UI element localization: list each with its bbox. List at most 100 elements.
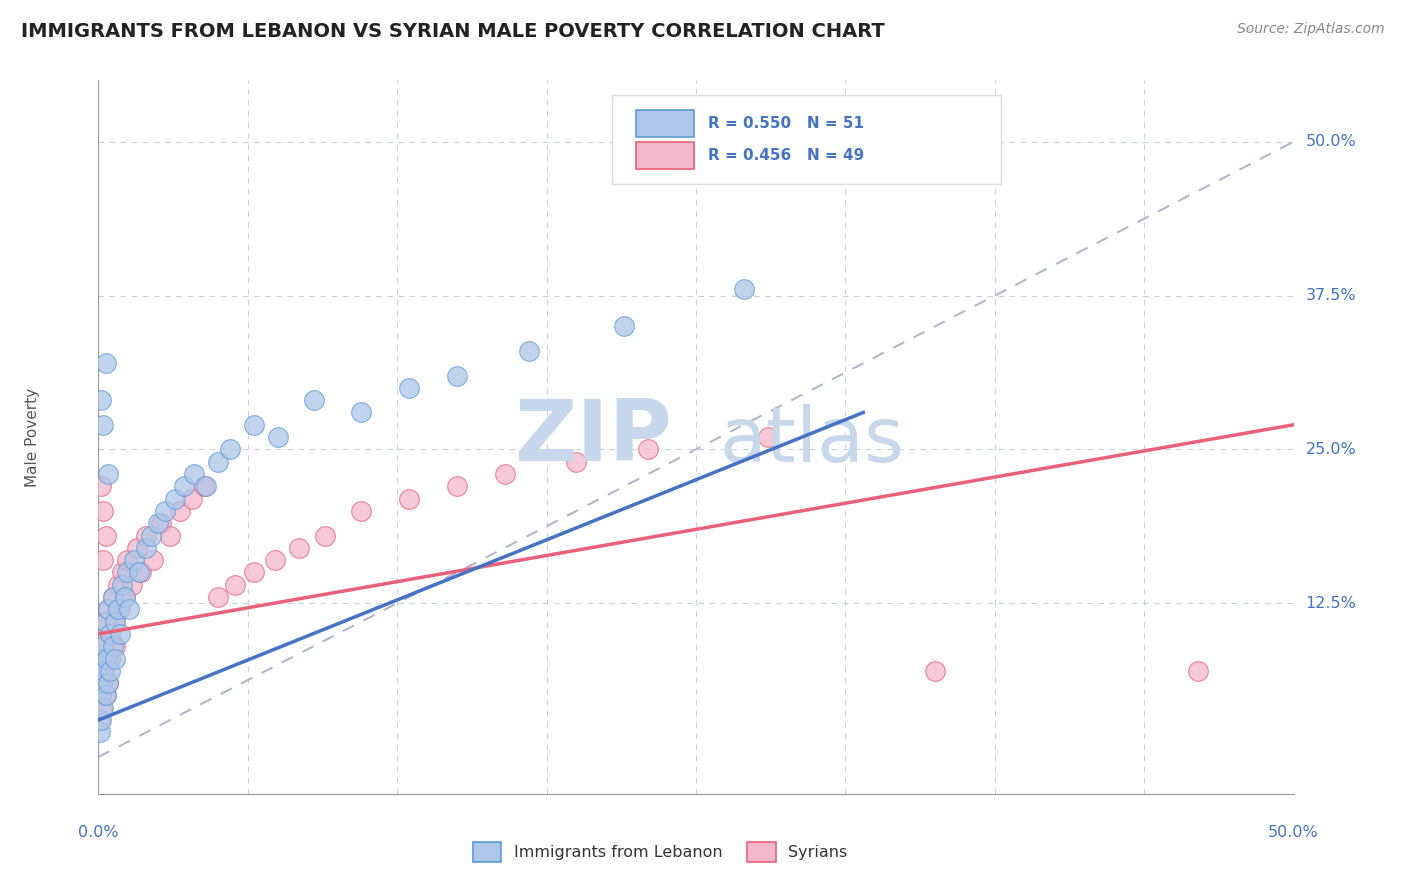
Point <box>163 491 186 506</box>
Point <box>288 541 311 555</box>
Point <box>148 516 170 531</box>
Point <box>98 627 122 641</box>
Text: 50.0%: 50.0% <box>1268 824 1319 839</box>
Point <box>180 491 202 506</box>
Text: Source: ZipAtlas.com: Source: ZipAtlas.com <box>1237 22 1385 37</box>
Point <box>194 479 217 493</box>
Text: atlas: atlas <box>720 404 904 477</box>
Point <box>97 467 120 481</box>
Point <box>90 713 112 727</box>
Point <box>94 689 117 703</box>
Point <box>350 405 373 419</box>
Point <box>94 356 117 370</box>
Point <box>89 713 111 727</box>
Point <box>97 676 120 690</box>
Point <box>90 479 112 493</box>
Text: 50.0%: 50.0% <box>1305 135 1357 149</box>
Text: ZIP: ZIP <box>515 395 672 479</box>
Text: 25.0%: 25.0% <box>1305 442 1357 457</box>
Text: 37.5%: 37.5% <box>1305 288 1357 303</box>
Point <box>149 516 172 531</box>
Point <box>91 639 114 653</box>
Point <box>494 467 516 481</box>
Point <box>733 282 755 296</box>
FancyBboxPatch shape <box>636 111 693 137</box>
Point <box>315 528 337 542</box>
Text: IMMIGRANTS FROM LEBANON VS SYRIAN MALE POVERTY CORRELATION CHART: IMMIGRANTS FROM LEBANON VS SYRIAN MALE P… <box>21 22 884 41</box>
Text: R = 0.456   N = 49: R = 0.456 N = 49 <box>709 148 865 163</box>
Point <box>139 528 162 542</box>
Point <box>94 689 117 703</box>
Point <box>350 504 373 518</box>
Point <box>96 651 118 665</box>
Point <box>264 553 287 567</box>
Text: R = 0.550   N = 51: R = 0.550 N = 51 <box>709 116 863 131</box>
Point <box>243 417 266 432</box>
Point <box>131 566 153 580</box>
Point <box>91 504 114 518</box>
Point <box>107 578 129 592</box>
Point <box>101 590 124 604</box>
Point <box>111 578 134 592</box>
Point <box>90 689 112 703</box>
Point <box>1187 664 1209 678</box>
Point <box>142 553 165 567</box>
Point <box>243 566 266 580</box>
Point <box>115 566 138 580</box>
Point <box>517 343 540 358</box>
Point <box>91 676 114 690</box>
Text: 0.0%: 0.0% <box>79 824 118 839</box>
Point <box>104 615 127 629</box>
Point <box>183 467 205 481</box>
Point <box>114 590 136 604</box>
Legend: Immigrants from Lebanon, Syrians: Immigrants from Lebanon, Syrians <box>467 836 853 868</box>
Point <box>91 700 114 714</box>
Point <box>91 639 114 653</box>
Point <box>91 417 114 432</box>
Text: 12.5%: 12.5% <box>1305 596 1357 611</box>
Point <box>104 615 127 629</box>
Point <box>91 553 114 567</box>
Point <box>125 541 148 555</box>
Point <box>398 491 420 506</box>
Point <box>97 676 120 690</box>
Point <box>93 664 115 678</box>
Point <box>94 528 117 542</box>
Point <box>302 393 325 408</box>
Point <box>115 553 138 567</box>
Point <box>173 479 195 493</box>
Point <box>852 135 875 149</box>
Point <box>108 627 131 641</box>
Point <box>446 368 468 383</box>
Point <box>98 627 122 641</box>
Point <box>219 442 242 457</box>
Point <box>114 590 136 604</box>
Point <box>207 455 229 469</box>
Point <box>90 676 112 690</box>
Point <box>97 602 120 616</box>
Point <box>94 615 117 629</box>
Point <box>91 664 114 678</box>
Point <box>89 725 111 739</box>
Point <box>101 590 124 604</box>
Point <box>193 479 215 493</box>
Text: Male Poverty: Male Poverty <box>25 387 41 487</box>
Point <box>91 700 114 714</box>
Point <box>924 664 946 678</box>
FancyBboxPatch shape <box>636 143 693 169</box>
Point <box>565 455 588 469</box>
Point <box>104 639 127 653</box>
FancyBboxPatch shape <box>612 95 1001 184</box>
Point <box>159 528 181 542</box>
Point <box>128 566 150 580</box>
Point <box>98 664 122 678</box>
Point <box>756 430 779 444</box>
Point <box>90 651 112 665</box>
Point <box>97 602 120 616</box>
Point <box>207 590 229 604</box>
Point <box>111 566 134 580</box>
Point <box>108 602 131 616</box>
Point <box>169 504 191 518</box>
Point <box>107 602 129 616</box>
Point <box>98 651 122 665</box>
